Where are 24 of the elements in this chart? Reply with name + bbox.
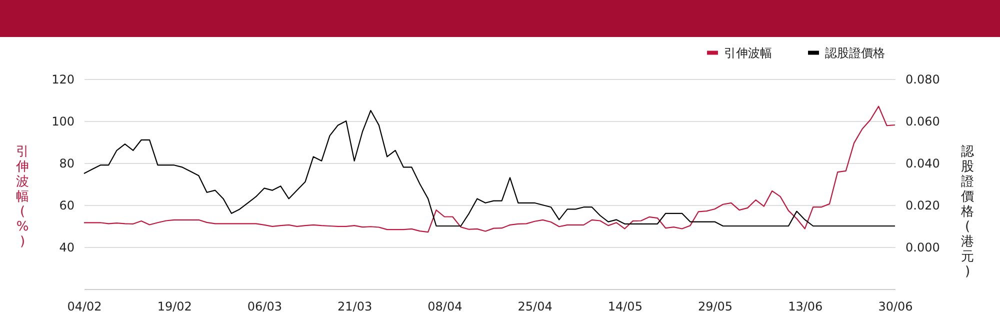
y-tick-label: 100	[52, 114, 74, 128]
x-tick-label: 06/03	[247, 300, 282, 314]
y-tick-label: 120	[52, 72, 74, 86]
y2-tick-label: 0.040	[906, 156, 940, 170]
x-tick-label: 29/05	[698, 300, 733, 314]
x-tick-label: 14/05	[608, 300, 642, 314]
x-tick-label: 25/04	[518, 300, 552, 314]
x-tick-label: 04/02	[67, 300, 102, 314]
x-tick-label: 13/06	[788, 300, 823, 314]
x-tick-label: 30/06	[878, 300, 913, 314]
legend-label: 引伸波幅	[724, 46, 772, 60]
y2-tick-label: 0.020	[906, 198, 940, 212]
y-tick-label: 60	[59, 198, 74, 212]
legend-label: 認股證價格	[825, 46, 885, 60]
x-tick-label: 21/03	[338, 300, 372, 314]
x-tick-label: 08/04	[428, 300, 462, 314]
y-tick-label: 40	[59, 240, 74, 254]
y-tick-label: 80	[59, 156, 74, 170]
y2-tick-label: 0.080	[906, 72, 940, 86]
y2-tick-label: 0.060	[906, 114, 940, 128]
y2-tick-label: 0.000	[906, 240, 940, 254]
x-tick-label: 19/02	[157, 300, 192, 314]
text: 認股證價格(港元)	[961, 144, 974, 280]
y-axis-title: 引伸波幅(%)	[15, 144, 29, 250]
